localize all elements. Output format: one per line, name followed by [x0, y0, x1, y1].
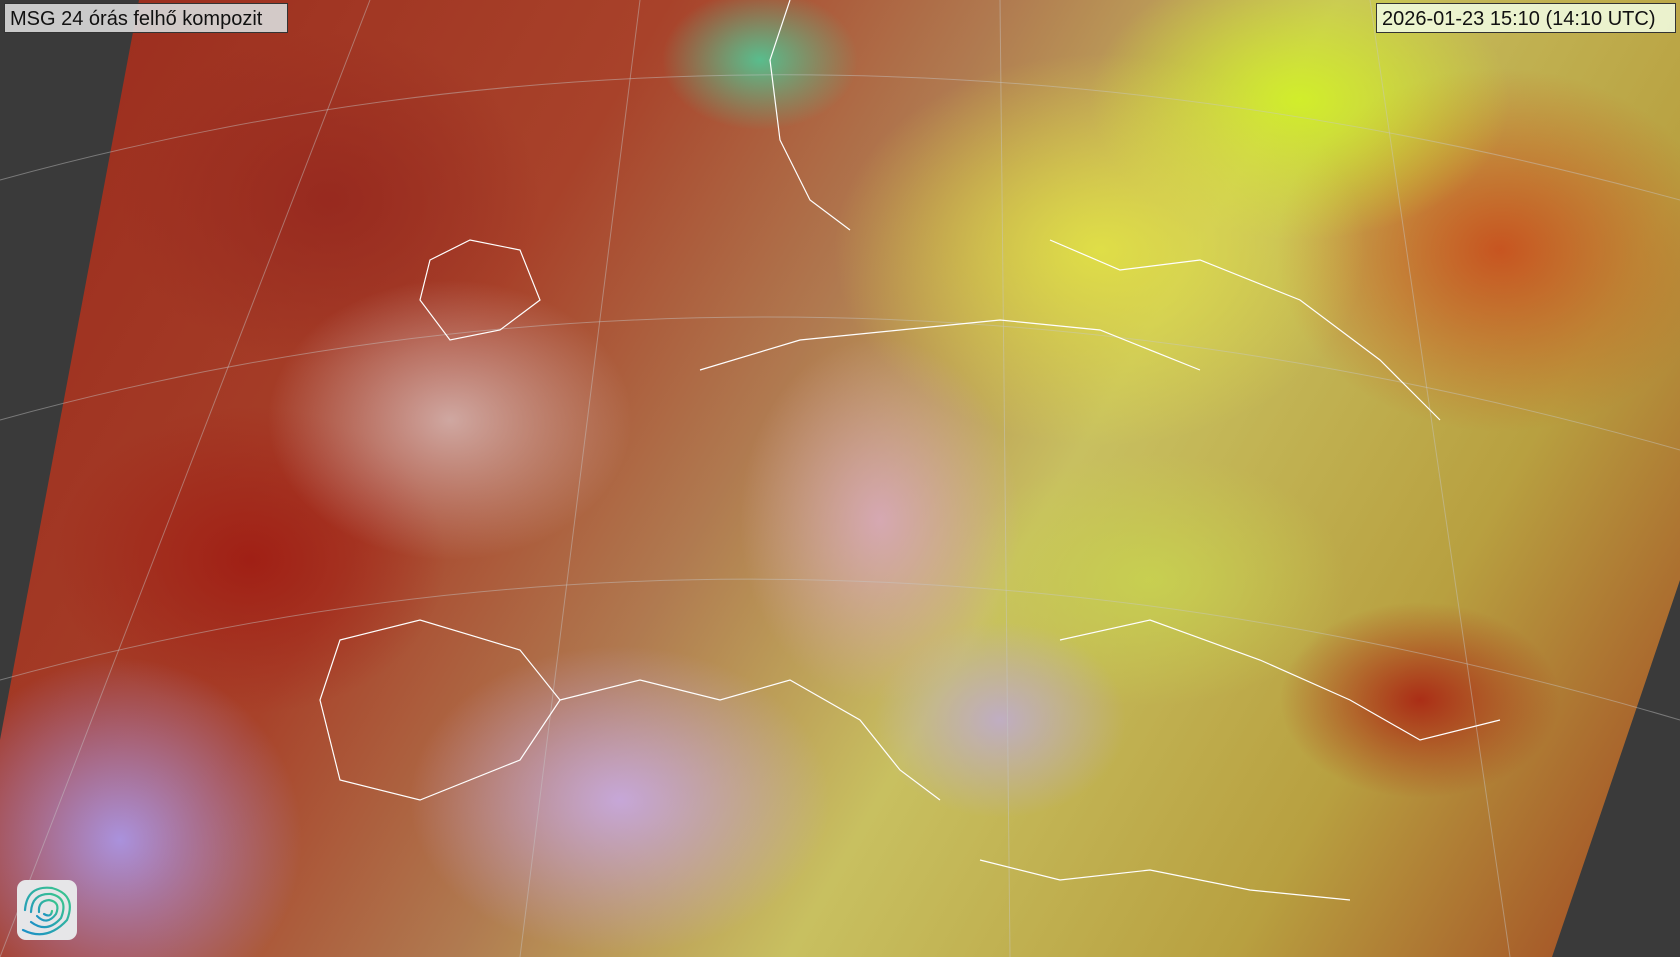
spiral-logo-icon[interactable] [17, 880, 77, 940]
coastlines [319, 0, 1501, 901]
product-title: MSG 24 órás felhő kompozit [4, 3, 288, 33]
timestamp-label: 2026-01-23 15:10 (14:10 UTC) [1376, 3, 1676, 33]
